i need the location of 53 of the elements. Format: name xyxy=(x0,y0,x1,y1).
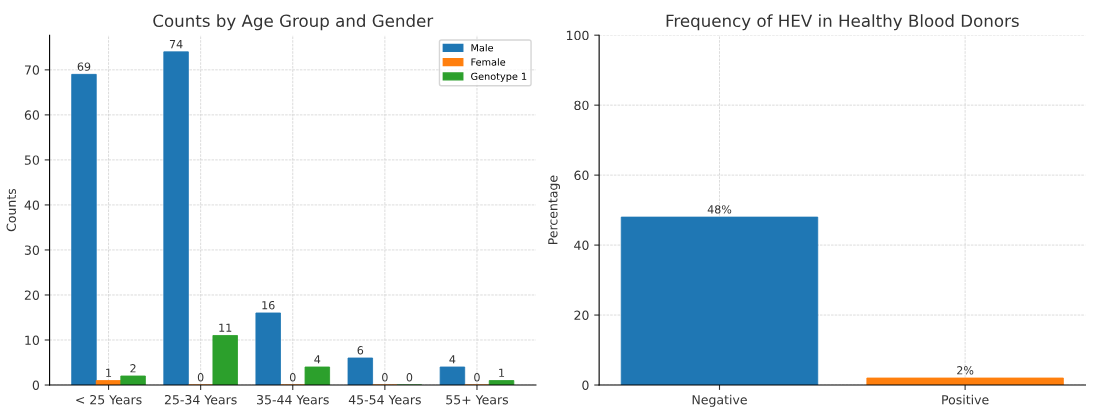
bar xyxy=(304,366,331,386)
y-tick-label: 60 xyxy=(24,110,40,120)
y-tick-label: 0 xyxy=(32,380,40,390)
y-tick-label: 20 xyxy=(574,310,589,320)
data-label: 2 xyxy=(130,364,136,373)
y-tick-label: 20 xyxy=(24,290,40,300)
y-tick-label: 80 xyxy=(574,100,589,111)
x-tick-label: 55+ Years xyxy=(446,395,509,405)
x-tick-label: 45-54 Years xyxy=(348,395,421,405)
bar xyxy=(71,73,97,386)
bar xyxy=(439,366,466,386)
y-tick-label: 70 xyxy=(24,65,40,75)
x-tick-label: 35-44 Years xyxy=(257,394,329,405)
data-label: 2% xyxy=(957,366,974,375)
data-label: 69 xyxy=(77,62,91,71)
y-tick-label: 40 xyxy=(574,240,589,251)
y-tick-label: 0 xyxy=(582,380,589,390)
data-label: 1 xyxy=(106,368,112,377)
data-label: 4 xyxy=(449,355,456,364)
y-tick-label: 10 xyxy=(25,335,40,345)
data-label: 0 xyxy=(382,373,388,382)
y-axis-title: Percentage xyxy=(548,175,560,245)
y-tick-label: 50 xyxy=(24,155,40,165)
data-label: 0 xyxy=(406,373,413,382)
y-tick-label: 100 xyxy=(566,30,589,41)
x-tick-label: Negative xyxy=(692,394,747,407)
y-tick-label: 40 xyxy=(24,200,40,210)
x-tick-label: < 25 Years xyxy=(76,394,142,405)
y-tick-label: 30 xyxy=(24,245,40,255)
data-label: 0 xyxy=(289,373,296,382)
data-label: 11 xyxy=(219,323,232,332)
data-label: 0 xyxy=(474,373,480,382)
data-label: 0 xyxy=(197,373,204,382)
chart-title: Frequency of HEV in Healthy Blood Donors xyxy=(666,14,1019,31)
data-label: 6 xyxy=(357,346,364,355)
legend-label: Female xyxy=(471,58,506,66)
data-label: 74 xyxy=(169,40,183,49)
bar xyxy=(255,312,281,386)
data-label: 4 xyxy=(314,355,321,364)
data-label: 1 xyxy=(499,368,505,377)
y-axis-title: Counts xyxy=(6,188,16,232)
y-tick-label: 60 xyxy=(574,170,589,181)
chart-title: Counts by Age Group and Gender xyxy=(153,14,434,31)
bar xyxy=(163,51,189,386)
bar xyxy=(347,357,373,386)
x-tick-label: 25-34 Years xyxy=(164,394,237,405)
data-label: 48% xyxy=(707,205,732,214)
legend-label: Male xyxy=(471,43,494,52)
legend-label: Genotype 1 xyxy=(471,72,527,82)
bar xyxy=(212,335,238,386)
bar xyxy=(120,375,146,386)
data-label: 16 xyxy=(262,301,275,310)
x-tick-label: Positive xyxy=(942,394,989,405)
